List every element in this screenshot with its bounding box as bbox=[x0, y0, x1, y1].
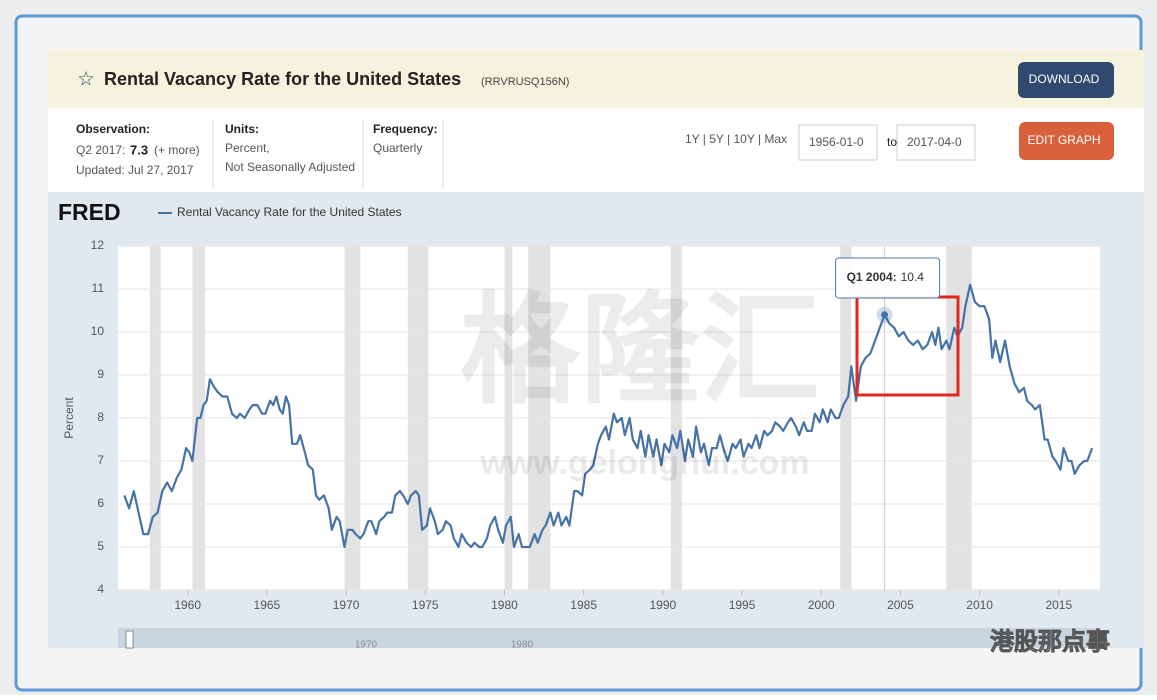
observation-period: Q2 2017: bbox=[76, 143, 125, 157]
y-tick-label: 4 bbox=[97, 582, 104, 596]
y-axis-label: Percent bbox=[62, 397, 76, 439]
observation-label: Observation: bbox=[76, 122, 150, 136]
x-tick-label: 1975 bbox=[412, 598, 439, 612]
title: Rental Vacancy Rate for the United State… bbox=[104, 69, 461, 89]
edit-label: EDIT GRAPH bbox=[1027, 133, 1100, 147]
updated: Updated: Jul 27, 2017 bbox=[76, 163, 194, 177]
x-tick-label: 2000 bbox=[808, 598, 835, 612]
logo: FRED bbox=[58, 199, 121, 225]
tooltip-box bbox=[835, 257, 941, 299]
observation-more[interactable]: (+ more) bbox=[154, 143, 200, 157]
x-tick-label: 1965 bbox=[254, 598, 281, 612]
navigator-label: 1980 bbox=[511, 640, 534, 651]
edit-button[interactable] bbox=[1019, 122, 1114, 160]
y-tick-label: 7 bbox=[97, 453, 104, 467]
y-tick-label: 6 bbox=[97, 496, 104, 510]
range-links[interactable]: 1Y | 5Y | 10Y | Max bbox=[685, 132, 787, 146]
tooltip-label: Q1 2004: bbox=[847, 270, 897, 284]
x-tick-label: 1995 bbox=[729, 598, 756, 612]
x-tick-label: 1980 bbox=[491, 598, 518, 612]
x-tick-label: 2010 bbox=[966, 598, 993, 612]
observation-value: 7.3 bbox=[130, 142, 148, 157]
y-tick-label: 12 bbox=[91, 238, 105, 252]
units-label: Units: bbox=[225, 122, 259, 136]
watermark: www.gelonghui.com bbox=[479, 444, 809, 482]
header-band bbox=[48, 50, 1144, 108]
tooltip-value: 10.4 bbox=[901, 270, 925, 284]
star-icon[interactable]: ☆ bbox=[77, 68, 95, 90]
x-tick-label: 1970 bbox=[333, 598, 360, 612]
watermark: 港股那点事 bbox=[990, 628, 1110, 655]
y-tick-label: 11 bbox=[92, 281, 105, 295]
x-tick-label: 1985 bbox=[570, 598, 597, 612]
end-date: 2017-04-0 bbox=[907, 135, 962, 149]
x-tick-label: 2015 bbox=[1045, 598, 1072, 612]
start-date: 1956-01-0 bbox=[809, 135, 864, 149]
x-tick-label: 1990 bbox=[650, 598, 677, 612]
legend-label: Rental Vacancy Rate for the United State… bbox=[177, 205, 402, 219]
download-label: DOWNLOAD bbox=[1029, 72, 1100, 86]
x-tick-label: 1960 bbox=[174, 598, 201, 612]
y-tick-label: 10 bbox=[91, 324, 105, 338]
frequency: Quarterly bbox=[373, 141, 422, 155]
watermark: 格隆汇 bbox=[460, 284, 820, 418]
series-line bbox=[123, 283, 1094, 549]
y-tick-label: 5 bbox=[97, 539, 104, 553]
hover-point bbox=[881, 311, 889, 319]
y-tick-label: 9 bbox=[97, 367, 104, 381]
end-input[interactable] bbox=[896, 124, 976, 161]
to-label: to bbox=[887, 135, 897, 149]
download-button[interactable] bbox=[1018, 62, 1114, 98]
plot: 4 5 6 7 8 9 10 11 12 1960 1965 1970 1975 1980 1985 1990… bbox=[91, 238, 1100, 612]
frequency-label: Frequency: bbox=[373, 122, 438, 136]
series-id: (RRVRUSQ156N) bbox=[481, 76, 569, 88]
y-tick-label: 8 bbox=[97, 410, 104, 424]
units: Percent, bbox=[225, 141, 270, 155]
units: Not Seasonally Adjusted bbox=[225, 160, 355, 174]
navigator-handle[interactable] bbox=[125, 630, 134, 649]
navigator-label: 1970 bbox=[355, 640, 378, 651]
start-input[interactable] bbox=[798, 124, 878, 161]
x-tick-label: 2005 bbox=[887, 598, 914, 612]
navigator[interactable] bbox=[118, 628, 1100, 648]
